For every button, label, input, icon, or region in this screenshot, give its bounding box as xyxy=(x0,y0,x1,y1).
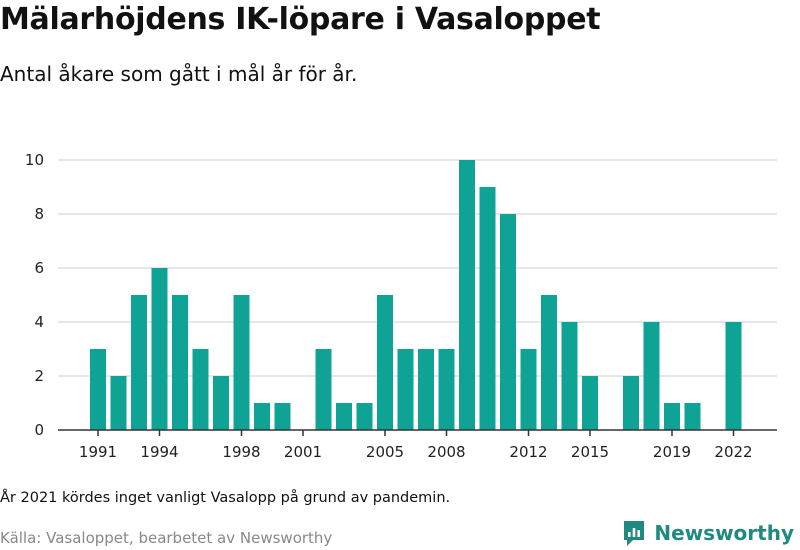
bar-2000 xyxy=(274,403,291,430)
bar-2008 xyxy=(438,349,455,430)
bar-2009 xyxy=(459,160,475,430)
bar-2002 xyxy=(315,349,332,430)
y-tick-label: 2 xyxy=(34,367,44,385)
bar-1997 xyxy=(213,376,229,430)
x-tick-label: 2012 xyxy=(509,443,547,461)
bar-2014 xyxy=(561,322,578,430)
x-tick-label: 2019 xyxy=(653,443,691,461)
bar-2003 xyxy=(336,403,352,430)
bar-2010 xyxy=(479,187,496,430)
bar-2004 xyxy=(356,403,373,430)
x-tick-label: 2005 xyxy=(366,443,404,461)
bar-2006 xyxy=(397,349,414,430)
source-credit: Källa: Vasaloppet, bearbetet av Newswort… xyxy=(0,529,333,547)
newsworthy-logo-icon xyxy=(624,521,645,546)
bar-1992 xyxy=(110,376,127,430)
x-tick-label: 1998 xyxy=(222,443,260,461)
bar-chart: 0 2 4 6 8 10 1991 1994 1998 2001 2005 2008 2012 2015 2… xyxy=(25,151,777,461)
brand: Newsworthy xyxy=(622,519,794,547)
bar-2005 xyxy=(377,295,393,430)
bar-2015 xyxy=(582,376,598,430)
brand-name: Newsworthy xyxy=(654,521,794,545)
bar-2012 xyxy=(520,349,537,430)
bar-1994 xyxy=(151,268,168,430)
y-tick-label: 6 xyxy=(34,259,44,277)
y-tick-label: 0 xyxy=(34,421,44,439)
y-tick-label: 10 xyxy=(25,151,44,169)
x-tick-label: 1994 xyxy=(140,443,178,461)
chart-subtitle: Antal åkare som gått i mål år för år. xyxy=(0,62,358,86)
bar-1999 xyxy=(254,403,270,430)
y-tick-label: 4 xyxy=(34,313,44,331)
bar-2013 xyxy=(541,295,557,430)
x-tick-label: 2022 xyxy=(714,443,752,461)
bar-2018 xyxy=(643,322,660,430)
bar-1993 xyxy=(131,295,147,430)
x-tick-label: 2008 xyxy=(427,443,465,461)
bar-2020 xyxy=(684,403,701,430)
bar-1991 xyxy=(90,349,106,430)
chart-title: Mälarhöjdens IK-löpare i Vasaloppet xyxy=(0,2,601,37)
bar-2007 xyxy=(418,349,434,430)
y-tick-label: 8 xyxy=(34,205,44,223)
x-tick-label: 2001 xyxy=(284,443,322,461)
bar-1995 xyxy=(172,295,188,430)
footnote: År 2021 kördes inget vanligt Vasalopp på… xyxy=(0,490,451,506)
axes: 0 2 4 6 8 10 1991 1994 1998 2001 2005 2008 2012 2015 2… xyxy=(25,151,777,461)
bar-2017 xyxy=(623,376,639,430)
bar-2022 xyxy=(725,322,742,430)
x-tick-label: 1991 xyxy=(79,443,117,461)
bars xyxy=(90,160,742,430)
bar-1996 xyxy=(192,349,209,430)
x-tick-label: 2015 xyxy=(571,443,609,461)
bar-2019 xyxy=(664,403,680,430)
bar-1998 xyxy=(233,295,250,430)
bar-2011 xyxy=(500,214,516,430)
